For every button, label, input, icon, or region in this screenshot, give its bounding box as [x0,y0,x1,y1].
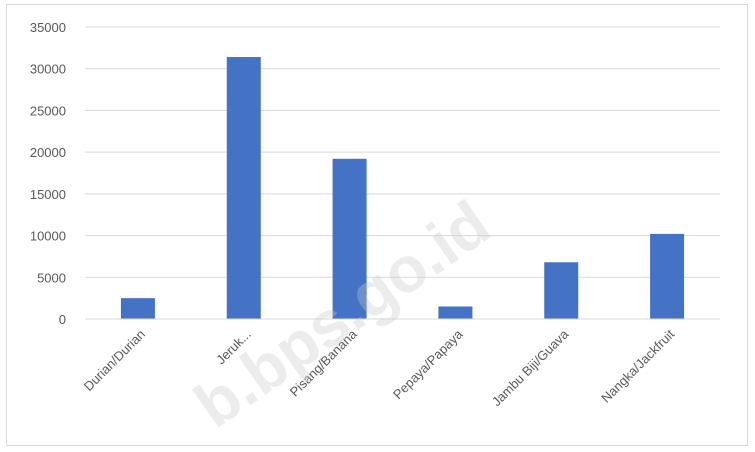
y-tick-label: 20000 [30,145,66,160]
bar [120,298,155,319]
y-tick-label: 15000 [30,187,66,202]
y-tick-label: 30000 [30,62,66,77]
x-category-label: Nangka/Jackfruit [598,326,677,405]
y-tick-label: 35000 [30,20,66,35]
gridlines [85,26,720,278]
bar [544,262,579,319]
y-tick-label: 5000 [37,270,66,285]
x-axis-categories: Durian/Durian Jeruk... Pisang/Banana Pepaya… [81,326,678,409]
bar [226,57,261,319]
bar [650,233,685,319]
chart-frame [6,4,748,446]
y-tick-label: 0 [59,312,66,327]
y-axis-ticks: 0 5000 10000 15000 20000 25000 30000 35000 [30,20,66,327]
y-tick-label: 25000 [30,103,66,118]
bar [438,306,473,319]
bar [332,158,367,319]
bars [120,57,685,319]
x-category-label: Durian/Durian [81,327,148,394]
x-category-label: Jambu Biji/Guava [489,326,572,409]
y-tick-label: 10000 [30,229,66,244]
x-category-label: Pepaya/Papaya [390,326,466,402]
